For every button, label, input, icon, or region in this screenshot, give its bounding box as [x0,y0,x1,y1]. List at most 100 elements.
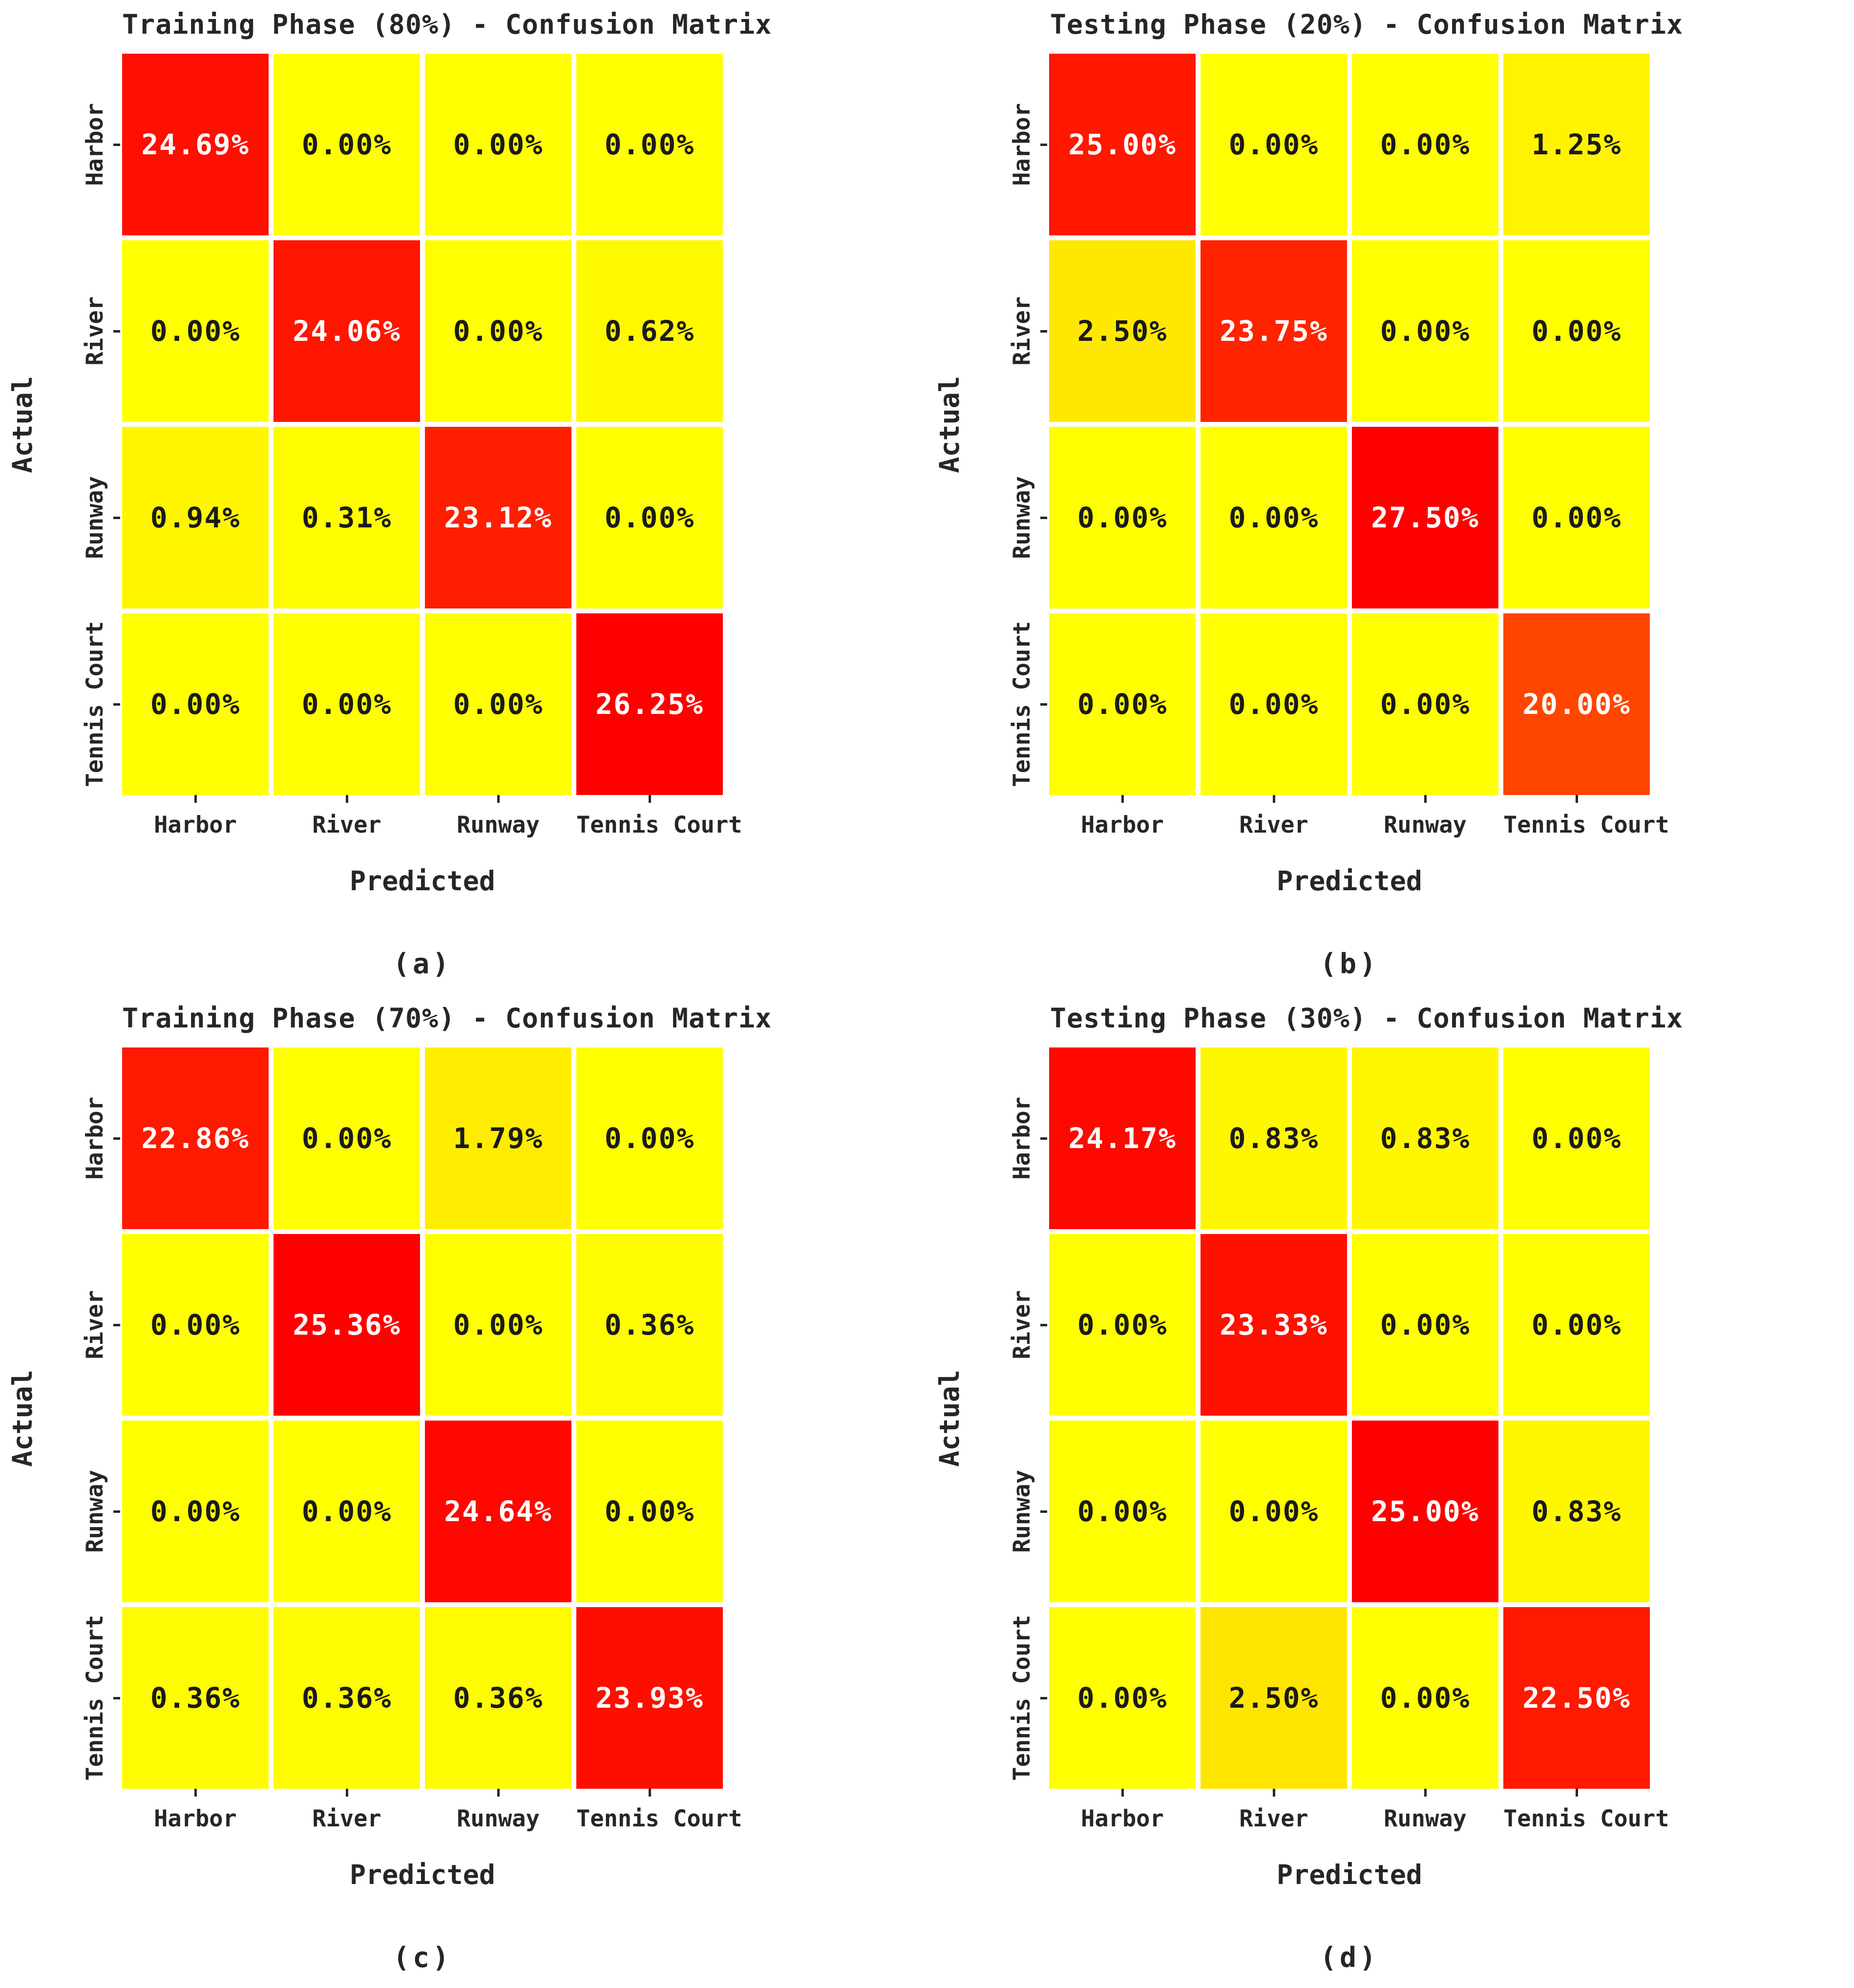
heatmap-grid: 22.86% 0.00% 1.79% 0.00% 0.00% 25.36% 0.00% 0.3… [122,1047,723,1789]
y-tick-mark [113,1510,120,1513]
y-tick-mark [1040,143,1047,146]
y-axis-label: Actual [934,376,965,473]
matrix-cell: 0.00% [1049,613,1196,795]
y-tick-mark [113,703,120,706]
matrix-cell: 24.17% [1049,1047,1196,1229]
x-tick [1503,795,1650,803]
plot-body: Actual Harbor River Runway Tennis Court 22.… [0,1047,927,1789]
plot-body: Actual Harbor River Runway Tennis Court 25.… [927,54,1854,795]
x-tick-mark [1272,795,1275,803]
x-tick-label: River [312,1805,381,1832]
y-tick: Tennis Court [972,1607,1049,1789]
y-tick-label: River [82,1290,108,1360]
matrix-cell: 0.00% [1352,54,1498,235]
x-tick-marks [1049,1789,1650,1797]
x-tick-label: Harbor [1081,1805,1164,1832]
plot-title: Testing Phase (20%) - Confusion Matrix [1050,9,1684,40]
matrix-cell: 0.00% [576,427,723,608]
matrix-cell: 0.36% [122,1607,269,1789]
confusion-matrix-plot-b: Testing Phase (20%) - Confusion Matrix A… [927,0,1854,994]
y-tick-mark [1040,330,1047,333]
matrix-cell: 0.00% [274,54,420,235]
y-axis-label-column: Actual [927,1047,972,1789]
x-tick-labels: Harbor River Runway Tennis Court [122,1805,742,1832]
x-tick [122,1789,269,1797]
x-tick [1352,1789,1498,1797]
x-tick [274,1789,420,1797]
y-tick-mark [113,1323,120,1326]
confusion-matrix-plot-d: Testing Phase (30%) - Confusion Matrix A… [927,994,1854,1988]
matrix-cell: 0.00% [1503,1234,1650,1416]
matrix-cell: 20.00% [1503,613,1650,795]
x-axis-label: Predicted [349,865,495,897]
x-tick-mark [1575,795,1578,803]
heatmap-grid: 24.17% 0.83% 0.83% 0.00% 0.00% 23.33% 0.00% 0.0… [1049,1047,1650,1789]
x-tick-mark [648,1789,651,1797]
y-tick-mark [1040,1696,1047,1699]
matrix-cell: 0.00% [274,1047,420,1229]
y-tick-label: Harbor [1009,103,1035,186]
x-tick-labels: Harbor River Runway Tennis Court [122,812,742,838]
matrix-cell: 0.00% [576,54,723,235]
matrix-cell: 0.00% [425,240,571,422]
x-tick-label: Harbor [1081,812,1164,838]
x-tick-mark [1121,1789,1124,1797]
x-tick-marks [122,795,723,803]
matrix-cell: 0.00% [274,1421,420,1602]
x-tick [1049,1789,1196,1797]
y-axis-label-column: Actual [927,54,972,795]
y-tick-mark [113,516,120,519]
matrix-cell: 23.33% [1201,1234,1347,1416]
y-tick: Tennis Court [972,613,1049,795]
matrix-cell: 0.00% [1049,427,1196,608]
y-tick-mark [1040,1137,1047,1140]
confusion-matrix-plot-a: Training Phase (80%) - Confusion Matrix … [0,0,927,994]
matrix-cell: 0.36% [425,1607,571,1789]
matrix-cell: 25.36% [274,1234,420,1416]
y-axis-label-column: Actual [0,54,45,795]
y-axis-label: Actual [7,376,38,473]
matrix-cell: 25.00% [1352,1421,1498,1602]
x-tick-mark [648,795,651,803]
x-tick-mark [1121,795,1124,803]
y-tick-mark [113,330,120,333]
matrix-cell: 0.00% [1201,54,1347,235]
x-tick-label: Tennis Court [576,1805,742,1832]
matrix-cell: 0.00% [1049,1234,1196,1416]
y-tick-mark [1040,1510,1047,1513]
x-tick-label: Runway [457,1805,540,1832]
y-tick: Harbor [45,1047,122,1229]
y-tick-label: Tennis Court [82,621,108,787]
subplot-caption: (b) [1320,948,1379,980]
matrix-cell: 0.00% [122,1421,269,1602]
x-axis-area: Harbor River Runway Tennis Court Predicted … [1049,795,1669,980]
y-tick: Tennis Court [45,613,122,795]
y-tick: River [972,240,1049,422]
y-tick-label: Runway [82,476,108,559]
y-axis-label: Actual [7,1369,38,1467]
x-tick-labels: Harbor River Runway Tennis Court [1049,812,1669,838]
matrix-cell: 0.00% [1201,427,1347,608]
matrix-cell: 0.00% [1503,427,1650,608]
plot-title: Training Phase (70%) - Confusion Matrix [122,1003,772,1034]
y-tick-mark [113,143,120,146]
y-tick-label: Harbor [1009,1097,1035,1180]
y-tick-column: Harbor River Runway Tennis Court [45,1047,122,1789]
x-tick [425,795,571,803]
matrix-cell: 0.00% [576,1421,723,1602]
x-tick-mark [1424,795,1427,803]
y-tick: Harbor [972,54,1049,235]
x-tick-label: River [1239,812,1308,838]
y-tick: Runway [972,1421,1049,1602]
y-tick-label: River [1009,1290,1035,1360]
matrix-cell: 0.00% [1049,1607,1196,1789]
matrix-cell: 22.86% [122,1047,269,1229]
matrix-cell: 0.00% [425,1234,571,1416]
x-tick-mark [345,1789,348,1797]
matrix-cell: 0.83% [1201,1047,1347,1229]
x-tick [1352,795,1498,803]
matrix-cell: 0.94% [122,427,269,608]
x-tick [274,795,420,803]
x-tick-label: Runway [1384,1805,1467,1832]
